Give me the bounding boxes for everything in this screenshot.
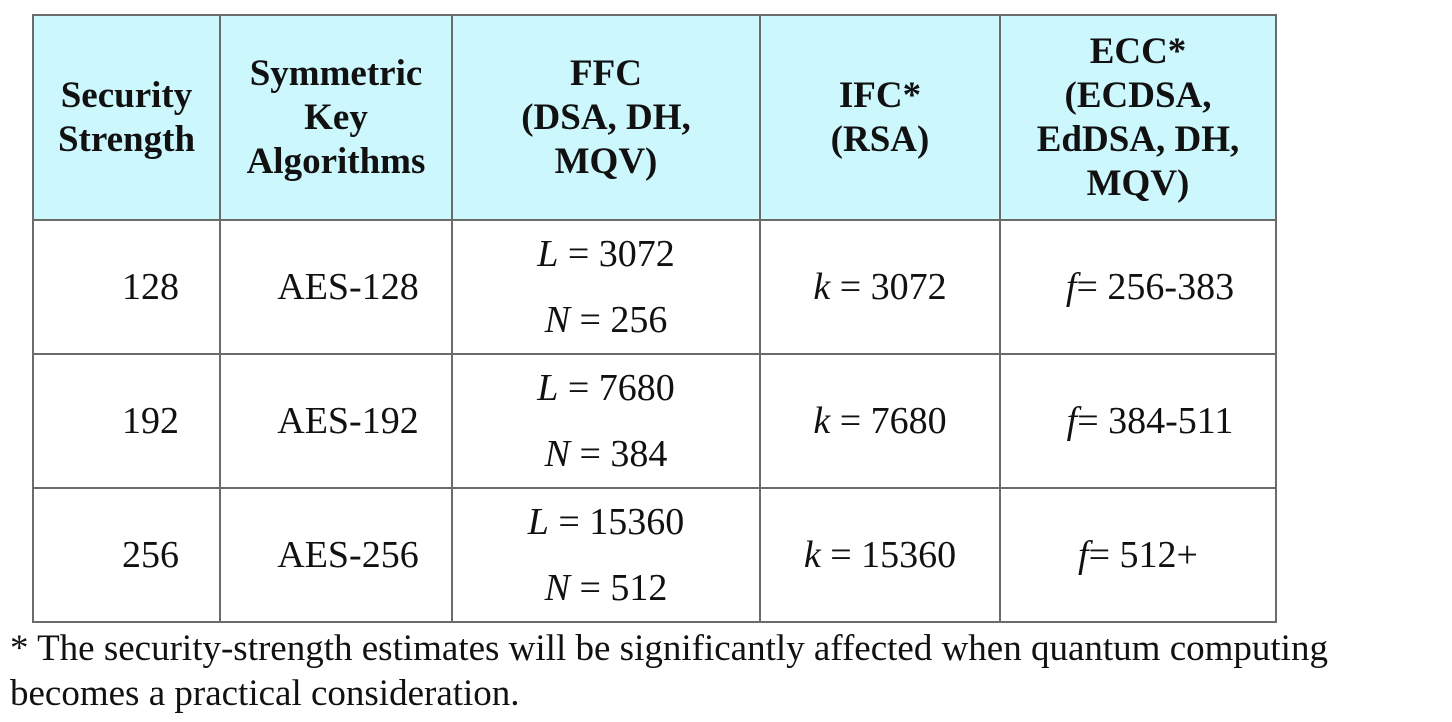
ecc-cell: f= 256-383 bbox=[999, 219, 1277, 355]
table-row: 256 AES-256 L = 15360 N = 512 k = 15360 … bbox=[32, 487, 1277, 623]
ffc-n-line: N = 512 bbox=[544, 567, 668, 609]
ecc-cell: f= 512+ bbox=[999, 487, 1277, 623]
ifc-cell: k = 7680 bbox=[759, 353, 1001, 489]
table-row: 128 AES-128 L = 3072 N = 256 k = 3072 f=… bbox=[32, 219, 1277, 355]
strength-cell: 256 bbox=[32, 487, 221, 623]
footnote: * The security-strength estimates will b… bbox=[10, 626, 1446, 716]
header-security-strength: Security Strength bbox=[32, 14, 221, 221]
ffc-l-line: L = 7680 bbox=[537, 367, 675, 409]
header-ifc: IFC* (RSA) bbox=[759, 14, 1001, 221]
symmetric-cell: AES-192 bbox=[219, 353, 453, 489]
strength-cell: 192 bbox=[32, 353, 221, 489]
ffc-n-line: N = 256 bbox=[544, 299, 668, 341]
ffc-cell: L = 3072 N = 256 bbox=[451, 219, 761, 355]
table-header-row: Security Strength Symmetric Key Algorith… bbox=[32, 14, 1277, 221]
ffc-cell: L = 15360 N = 512 bbox=[451, 487, 761, 623]
header-ecc: ECC* (ECDSA, EdDSA, DH, MQV) bbox=[999, 14, 1277, 221]
strength-cell: 128 bbox=[32, 219, 221, 355]
ffc-n-line: N = 384 bbox=[544, 433, 668, 475]
table-row: 192 AES-192 L = 7680 N = 384 k = 7680 f=… bbox=[32, 353, 1277, 489]
symmetric-cell: AES-256 bbox=[219, 487, 453, 623]
ifc-cell: k = 3072 bbox=[759, 219, 1001, 355]
footnote-line: becomes a practical consideration. bbox=[10, 673, 520, 714]
symmetric-cell: AES-128 bbox=[219, 219, 453, 355]
security-strength-table: Security Strength Symmetric Key Algorith… bbox=[32, 14, 1277, 623]
ifc-cell: k = 15360 bbox=[759, 487, 1001, 623]
header-symmetric-key-algorithms: Symmetric Key Algorithms bbox=[219, 14, 453, 221]
footnote-line: * The security-strength estimates will b… bbox=[10, 628, 1328, 669]
ffc-l-line: L = 3072 bbox=[537, 233, 675, 275]
ffc-l-line: L = 15360 bbox=[527, 501, 685, 543]
ffc-cell: L = 7680 N = 384 bbox=[451, 353, 761, 489]
ecc-cell: f= 384-511 bbox=[999, 353, 1277, 489]
header-ffc: FFC (DSA, DH, MQV) bbox=[451, 14, 761, 221]
